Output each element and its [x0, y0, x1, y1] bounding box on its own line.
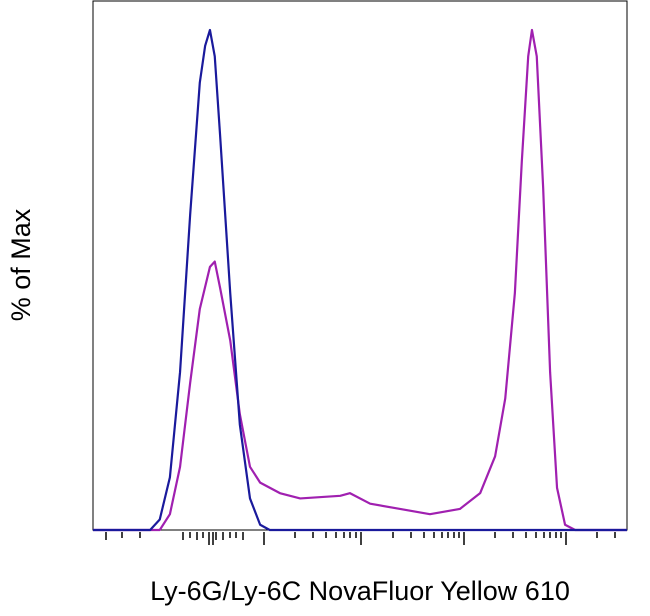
histogram-line [93, 28, 627, 532]
x-axis-ticks [105, 532, 616, 545]
x-axis-label: Ly-6G/Ly-6C NovaFluor Yellow 610 [150, 576, 570, 606]
y-axis-label: % of Max [6, 208, 36, 321]
histogram-line [93, 28, 627, 532]
